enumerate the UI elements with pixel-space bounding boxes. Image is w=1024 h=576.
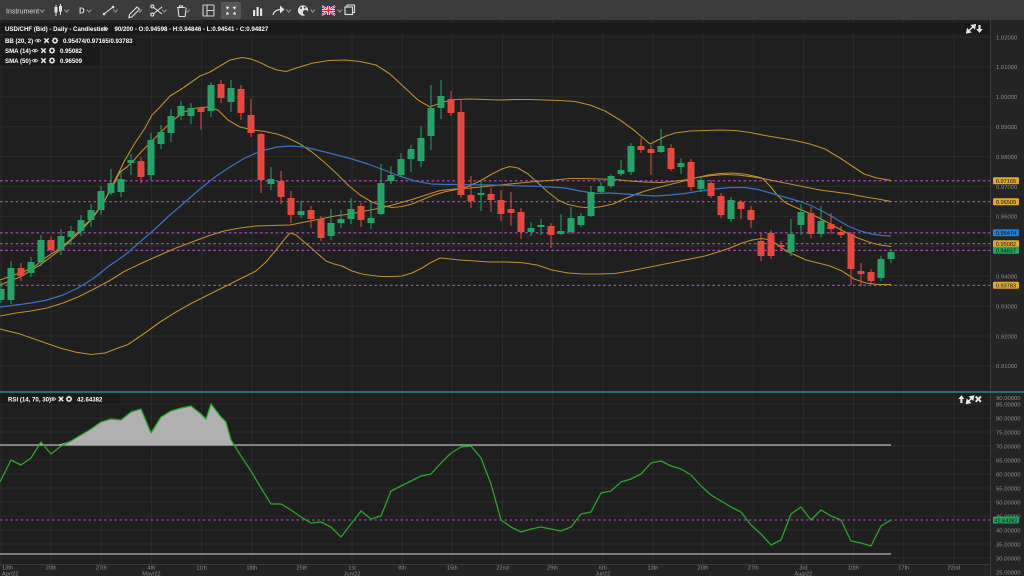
- svg-text:1st: 1st: [348, 566, 356, 572]
- svg-text:0.97000: 0.97000: [996, 185, 1018, 191]
- svg-text:0.93000: 0.93000: [996, 304, 1018, 310]
- svg-text:0.95474/0.97165/0.93783: 0.95474/0.97165/0.93783: [63, 38, 133, 45]
- svg-text:SMA (14): SMA (14): [5, 48, 31, 55]
- svg-text:6th: 6th: [599, 566, 607, 572]
- svg-text:0.95082: 0.95082: [996, 242, 1016, 248]
- svg-text:15th: 15th: [447, 566, 458, 572]
- svg-text:4th: 4th: [148, 566, 156, 572]
- svg-text:22nd: 22nd: [948, 566, 960, 572]
- svg-text:18th: 18th: [246, 566, 257, 572]
- svg-text:0.98000: 0.98000: [996, 155, 1018, 161]
- svg-text:0.92000: 0.92000: [996, 334, 1018, 340]
- svg-text:22nd: 22nd: [496, 566, 508, 572]
- svg-text:85.00000: 85.00000: [996, 402, 1021, 408]
- svg-text:RSI (14, 70, 30): RSI (14, 70, 30): [8, 396, 51, 403]
- svg-text:13th: 13th: [2, 566, 13, 572]
- svg-text:0.93783: 0.93783: [996, 284, 1016, 290]
- svg-text:0.96000: 0.96000: [996, 215, 1018, 221]
- svg-text:0.99000: 0.99000: [996, 125, 1018, 131]
- svg-text:3rd: 3rd: [799, 566, 807, 572]
- svg-text:1.00000: 1.00000: [996, 95, 1018, 101]
- svg-text:BB (20, 2): BB (20, 2): [5, 38, 33, 45]
- svg-text:75.00000: 75.00000: [996, 430, 1021, 436]
- svg-text:90/200 - O:0.94598 - H:0.94846: 90/200 - O:0.94598 - H:0.94846 - L:0.945…: [115, 26, 269, 33]
- svg-text:11th: 11th: [196, 566, 206, 572]
- svg-text:0.95474: 0.95474: [996, 231, 1016, 237]
- svg-text:90.00000: 90.00000: [996, 396, 1021, 402]
- svg-text:May/22: May/22: [142, 572, 160, 576]
- svg-text:55.00000: 55.00000: [996, 486, 1021, 492]
- svg-text:8th: 8th: [398, 566, 406, 572]
- svg-text:27th: 27th: [96, 566, 107, 572]
- svg-text:70.00000: 70.00000: [996, 444, 1021, 450]
- svg-text:30.00000: 30.00000: [996, 556, 1021, 562]
- svg-text:42.64382: 42.64382: [994, 518, 1017, 524]
- svg-text:20th: 20th: [698, 566, 709, 572]
- svg-text:0.97165: 0.97165: [996, 179, 1016, 185]
- svg-text:0.95082: 0.95082: [60, 48, 83, 55]
- svg-text:Jun/22: Jun/22: [344, 572, 361, 576]
- svg-text:0.94000: 0.94000: [996, 275, 1018, 281]
- svg-text:Instrument: Instrument: [6, 8, 39, 15]
- svg-text:0.96509: 0.96509: [996, 200, 1016, 206]
- svg-text:60.00000: 60.00000: [996, 472, 1021, 478]
- svg-text:0.96509: 0.96509: [60, 58, 83, 65]
- svg-text:Apr/22: Apr/22: [2, 572, 18, 576]
- svg-text:35.00000: 35.00000: [996, 542, 1021, 548]
- svg-text:0.94827: 0.94827: [996, 249, 1016, 255]
- svg-text:25.00000: 25.00000: [996, 570, 1021, 576]
- svg-text:1.01000: 1.01000: [996, 65, 1018, 71]
- svg-text:20th: 20th: [46, 566, 57, 572]
- svg-text:42.64382: 42.64382: [77, 396, 103, 403]
- svg-text:Jul/22: Jul/22: [595, 572, 610, 576]
- svg-text:80.00000: 80.00000: [996, 416, 1021, 422]
- svg-text:1.02000: 1.02000: [996, 35, 1018, 41]
- svg-text:17th: 17th: [898, 566, 909, 572]
- svg-text:27th: 27th: [748, 566, 759, 572]
- svg-text:D: D: [79, 7, 85, 16]
- svg-text:USD/CHF (Bid) - Daily - Candle: USD/CHF (Bid) - Daily - Candlestick: [5, 26, 108, 33]
- svg-text:Aug/22: Aug/22: [795, 572, 813, 576]
- svg-text:50.00000: 50.00000: [996, 500, 1021, 506]
- svg-text:0.91000: 0.91000: [996, 364, 1018, 370]
- svg-text:SMA (50): SMA (50): [5, 58, 31, 65]
- svg-text:29th: 29th: [547, 566, 558, 572]
- svg-text:65.00000: 65.00000: [996, 458, 1021, 464]
- svg-text:25th: 25th: [296, 566, 307, 572]
- svg-text:10th: 10th: [848, 566, 859, 572]
- svg-text:13th: 13th: [647, 566, 658, 572]
- svg-text:40.00000: 40.00000: [996, 528, 1021, 534]
